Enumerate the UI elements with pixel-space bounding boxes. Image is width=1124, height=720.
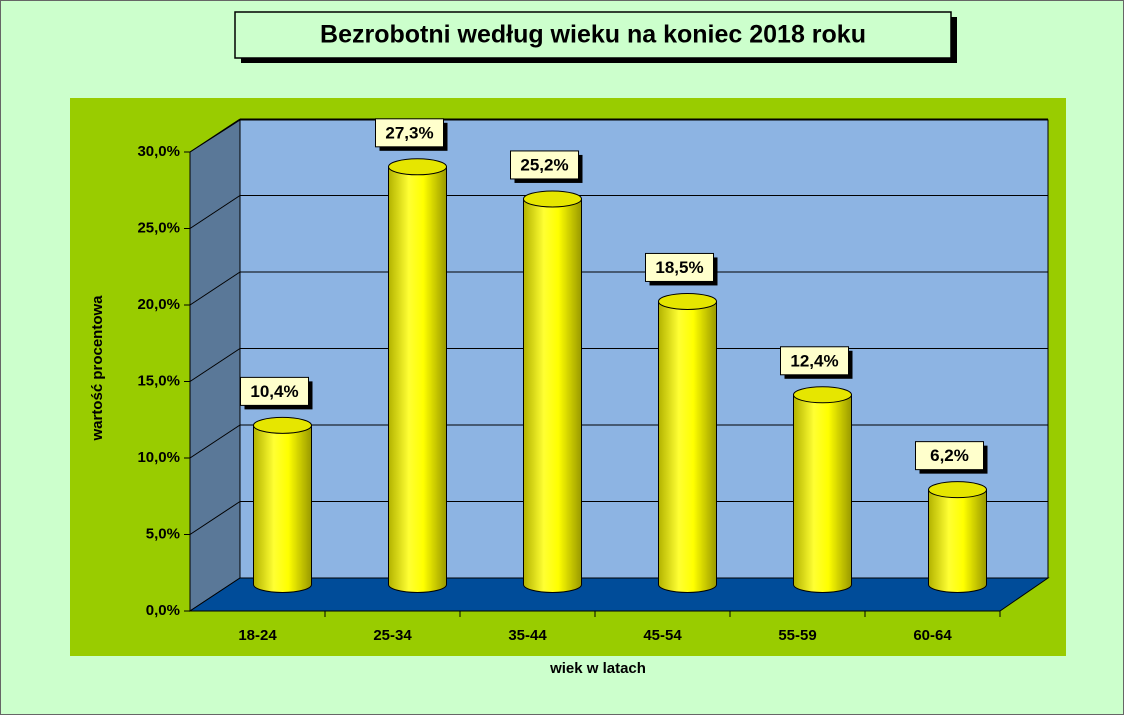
bar-body <box>658 300 717 593</box>
bar <box>388 158 447 593</box>
bar-top <box>793 386 852 404</box>
bar-top <box>658 292 717 310</box>
floor <box>188 577 1050 612</box>
value-label: 6,2% <box>930 446 969 465</box>
value-label-box <box>780 346 849 376</box>
grid-line <box>189 501 241 535</box>
y-tick-label: 10,0% <box>137 449 180 466</box>
x-tick-label: 60-64 <box>913 627 952 644</box>
bar-body <box>253 424 312 593</box>
x-tick-label: 45-54 <box>643 627 682 644</box>
bar <box>793 386 852 593</box>
x-tick-label: 25-34 <box>373 627 412 644</box>
grid-line <box>189 195 241 229</box>
bar <box>658 292 717 593</box>
value-label: 27,3% <box>385 123 433 142</box>
grid-line <box>189 118 241 153</box>
grid-line <box>189 424 241 459</box>
bar-top <box>253 416 312 434</box>
y-tick-label: 30,0% <box>137 143 180 160</box>
bar <box>253 416 312 593</box>
bar-body <box>793 394 852 593</box>
y-tick-label: 15,0% <box>137 372 180 389</box>
value-label-box <box>645 252 714 282</box>
value-label-box <box>375 118 444 148</box>
grid-line <box>189 348 241 382</box>
x-tick-label: 18-24 <box>238 627 277 644</box>
value-label: 12,4% <box>790 351 838 370</box>
y-tick-label: 0,0% <box>146 602 180 619</box>
value-label: 25,2% <box>520 155 568 174</box>
title-box <box>234 11 952 59</box>
bar-top <box>523 190 582 208</box>
y-axis-label: wartość procentowa <box>89 295 106 442</box>
y-tick-label: 25,0% <box>137 219 180 236</box>
grid-line <box>189 271 241 306</box>
bar-top <box>928 481 987 499</box>
value-label-box <box>915 441 984 471</box>
bar <box>523 190 582 593</box>
bar-body <box>928 489 987 593</box>
x-tick-label: 55-59 <box>778 627 816 644</box>
x-axis-label: wiek w latach <box>549 660 646 677</box>
bar-body <box>388 166 447 593</box>
value-label-box <box>240 376 309 406</box>
bar-top <box>388 158 447 176</box>
chart-title: Bezrobotni według wieku na koniec 2018 r… <box>320 21 866 49</box>
value-label: 18,5% <box>655 258 703 277</box>
bar <box>928 481 987 593</box>
value-label: 10,4% <box>250 382 298 401</box>
x-tick-label: 35-44 <box>508 627 547 644</box>
bar-body <box>523 198 582 593</box>
y-tick-label: 5,0% <box>146 525 180 542</box>
value-label-box <box>510 150 579 180</box>
y-tick-label: 20,0% <box>137 296 180 313</box>
